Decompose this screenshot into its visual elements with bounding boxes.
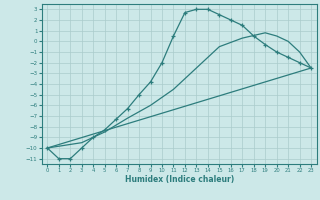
X-axis label: Humidex (Indice chaleur): Humidex (Indice chaleur) (124, 175, 234, 184)
